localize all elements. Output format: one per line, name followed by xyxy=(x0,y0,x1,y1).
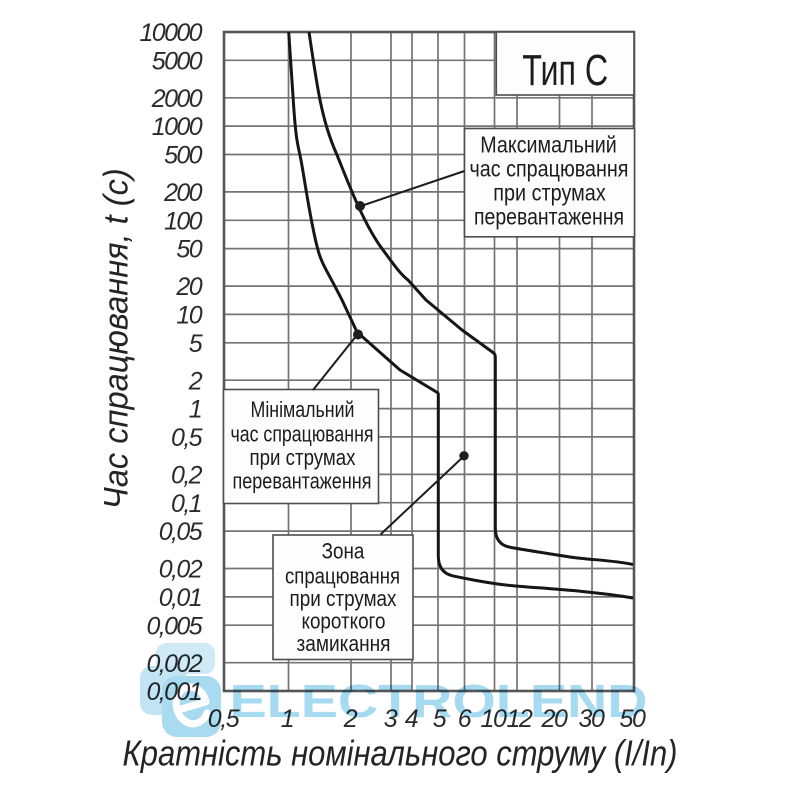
svg-text:5: 5 xyxy=(433,705,447,733)
svg-text:10000: 10000 xyxy=(139,19,202,47)
svg-text:2: 2 xyxy=(188,367,203,395)
svg-text:1000: 1000 xyxy=(152,113,203,141)
svg-text:при струмах: при струмах xyxy=(290,586,397,611)
svg-text:час спрацювання: час спрацювання xyxy=(231,422,374,447)
svg-text:2: 2 xyxy=(343,705,358,733)
svg-text:50: 50 xyxy=(176,236,202,264)
svg-text:Зона: Зона xyxy=(322,539,365,564)
svg-text:0,1: 0,1 xyxy=(171,490,201,518)
svg-text:5000: 5000 xyxy=(152,47,203,75)
svg-text:0,005: 0,005 xyxy=(146,612,202,640)
svg-text:3: 3 xyxy=(384,705,398,733)
svg-text:перевантаження: перевантаження xyxy=(474,204,624,230)
svg-text:при струмах: при струмах xyxy=(250,445,356,470)
svg-text:500: 500 xyxy=(164,142,203,170)
svg-text:200: 200 xyxy=(163,179,203,207)
svg-text:20: 20 xyxy=(540,705,568,733)
svg-text:перевантаження: перевантаження xyxy=(233,469,372,494)
svg-text:50: 50 xyxy=(619,705,646,733)
svg-text:1: 1 xyxy=(189,396,201,424)
svg-text:5: 5 xyxy=(189,330,203,358)
svg-text:10: 10 xyxy=(480,705,507,733)
svg-text:час спрацювання: час спрацювання xyxy=(470,156,629,182)
svg-text:2000: 2000 xyxy=(151,85,203,113)
svg-text:Максимальний: Максимальний xyxy=(480,132,617,158)
svg-text:спрацювання: спрацювання xyxy=(285,564,400,589)
svg-text:30: 30 xyxy=(578,705,605,733)
svg-text:20: 20 xyxy=(175,273,202,301)
svg-text:0,5: 0,5 xyxy=(171,424,203,452)
svg-text:Тип С: Тип С xyxy=(522,46,608,95)
svg-text:1: 1 xyxy=(281,705,294,733)
svg-text:0,2: 0,2 xyxy=(171,462,203,490)
svg-text:0,01: 0,01 xyxy=(159,584,201,612)
svg-text:4: 4 xyxy=(405,705,418,733)
svg-text:короткого: короткого xyxy=(302,609,386,634)
svg-text:0,02: 0,02 xyxy=(159,556,203,584)
svg-text:12: 12 xyxy=(506,705,533,733)
svg-text:при струмах: при струмах xyxy=(493,180,606,206)
svg-text:0,05: 0,05 xyxy=(159,518,203,546)
svg-text:замикання: замикання xyxy=(297,631,391,656)
svg-text:Час спрацювання, t (с): Час спрацювання, t (с) xyxy=(98,168,136,509)
svg-text:6: 6 xyxy=(458,705,472,733)
svg-text:ELECTROLEND: ELECTROLEND xyxy=(230,675,648,727)
svg-text:Кратність номінального струму: Кратність номінального струму (I/In) xyxy=(123,733,678,774)
svg-text:10: 10 xyxy=(176,302,202,330)
svg-text:Мінімальний: Мінімальний xyxy=(251,397,355,422)
svg-text:100: 100 xyxy=(164,207,203,235)
